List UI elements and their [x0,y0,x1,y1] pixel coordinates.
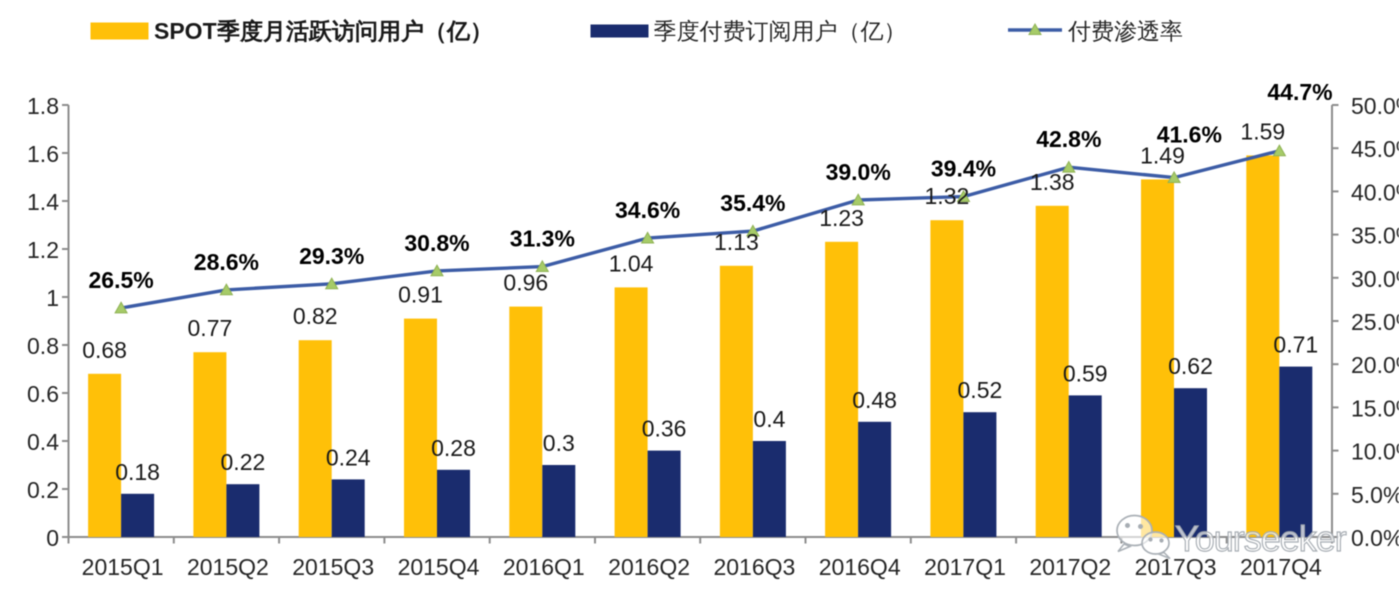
svg-text:1.13: 1.13 [714,229,759,255]
svg-text:31.3%: 31.3% [510,226,575,252]
svg-text:0.71: 0.71 [1273,332,1318,358]
svg-text:0.8: 0.8 [27,333,59,359]
svg-text:0.22: 0.22 [221,449,266,475]
svg-text:2016Q3: 2016Q3 [713,554,795,580]
svg-text:28.6%: 28.6% [194,249,259,275]
svg-text:35.0%: 35.0% [1351,223,1399,249]
svg-text:1.4: 1.4 [27,189,59,215]
svg-text:0.4: 0.4 [27,429,59,455]
svg-text:29.3%: 29.3% [299,243,364,269]
svg-text:30.0%: 30.0% [1351,266,1399,292]
svg-text:30.8%: 30.8% [404,230,469,256]
svg-text:41.6%: 41.6% [1157,122,1222,148]
svg-text:10.0%: 10.0% [1351,439,1399,465]
svg-text:0.68: 0.68 [82,337,127,363]
svg-text:26.5%: 26.5% [88,267,153,293]
svg-text:Yourseeker: Yourseeker [1175,518,1347,559]
svg-text:42.8%: 42.8% [1036,126,1101,152]
svg-text:1: 1 [46,285,59,311]
svg-text:35.4%: 35.4% [720,190,785,216]
svg-text:2015Q2: 2015Q2 [187,554,269,580]
svg-text:20.0%: 20.0% [1351,352,1399,378]
svg-text:1.6: 1.6 [27,141,59,167]
svg-text:39.4%: 39.4% [931,156,996,182]
svg-text:0.36: 0.36 [642,416,687,442]
svg-text:1.04: 1.04 [609,250,654,276]
svg-text:0.96: 0.96 [503,270,548,296]
svg-text:0.28: 0.28 [431,435,476,461]
svg-text:0.24: 0.24 [326,444,371,470]
svg-text:1.23: 1.23 [819,205,864,231]
svg-text:2017Q1: 2017Q1 [924,554,1006,580]
svg-text:2017Q2: 2017Q2 [1029,554,1111,580]
svg-text:25.0%: 25.0% [1351,309,1399,335]
svg-text:1.8: 1.8 [27,93,59,119]
svg-text:0.0%: 0.0% [1351,525,1399,551]
svg-text:0.6: 0.6 [27,381,59,407]
svg-text:44.7%: 44.7% [1267,79,1332,105]
svg-text:1.38: 1.38 [1030,169,1075,195]
svg-text:1.32: 1.32 [925,183,970,209]
svg-text:0.62: 0.62 [1168,353,1213,379]
svg-text:15.0%: 15.0% [1351,395,1399,421]
svg-text:0.52: 0.52 [958,377,1003,403]
svg-text:50.0%: 50.0% [1351,93,1399,119]
svg-text:0: 0 [46,525,59,551]
svg-text:45.0%: 45.0% [1351,136,1399,162]
svg-text:0.77: 0.77 [188,315,233,341]
svg-text:2016Q2: 2016Q2 [608,554,690,580]
svg-text:0.2: 0.2 [27,477,59,503]
svg-text:SPOT: SPOT [154,18,217,44]
svg-text:0.91: 0.91 [398,282,443,308]
svg-text:0.3: 0.3 [543,430,575,456]
svg-text:34.6%: 34.6% [615,197,680,223]
svg-text:0.18: 0.18 [115,459,160,485]
svg-text:2016Q1: 2016Q1 [503,554,585,580]
svg-text:2015Q1: 2015Q1 [82,554,164,580]
svg-text:2017Q3: 2017Q3 [1135,554,1217,580]
svg-text:0.4: 0.4 [753,406,785,432]
svg-text:40.0%: 40.0% [1351,179,1399,205]
svg-text:0.59: 0.59 [1063,360,1108,386]
svg-text:0.48: 0.48 [852,387,897,413]
svg-text:5.0%: 5.0% [1351,482,1399,508]
svg-text:2017Q4: 2017Q4 [1240,554,1322,580]
svg-text:2016Q4: 2016Q4 [819,554,901,580]
svg-text:2015Q4: 2015Q4 [398,554,480,580]
svg-text:39.0%: 39.0% [826,159,891,185]
svg-text:2015Q3: 2015Q3 [292,554,374,580]
svg-text:1.59: 1.59 [1240,118,1285,144]
svg-text:1.2: 1.2 [27,237,59,263]
svg-text:0.82: 0.82 [293,303,338,329]
svg-text:1.49: 1.49 [1140,142,1185,168]
